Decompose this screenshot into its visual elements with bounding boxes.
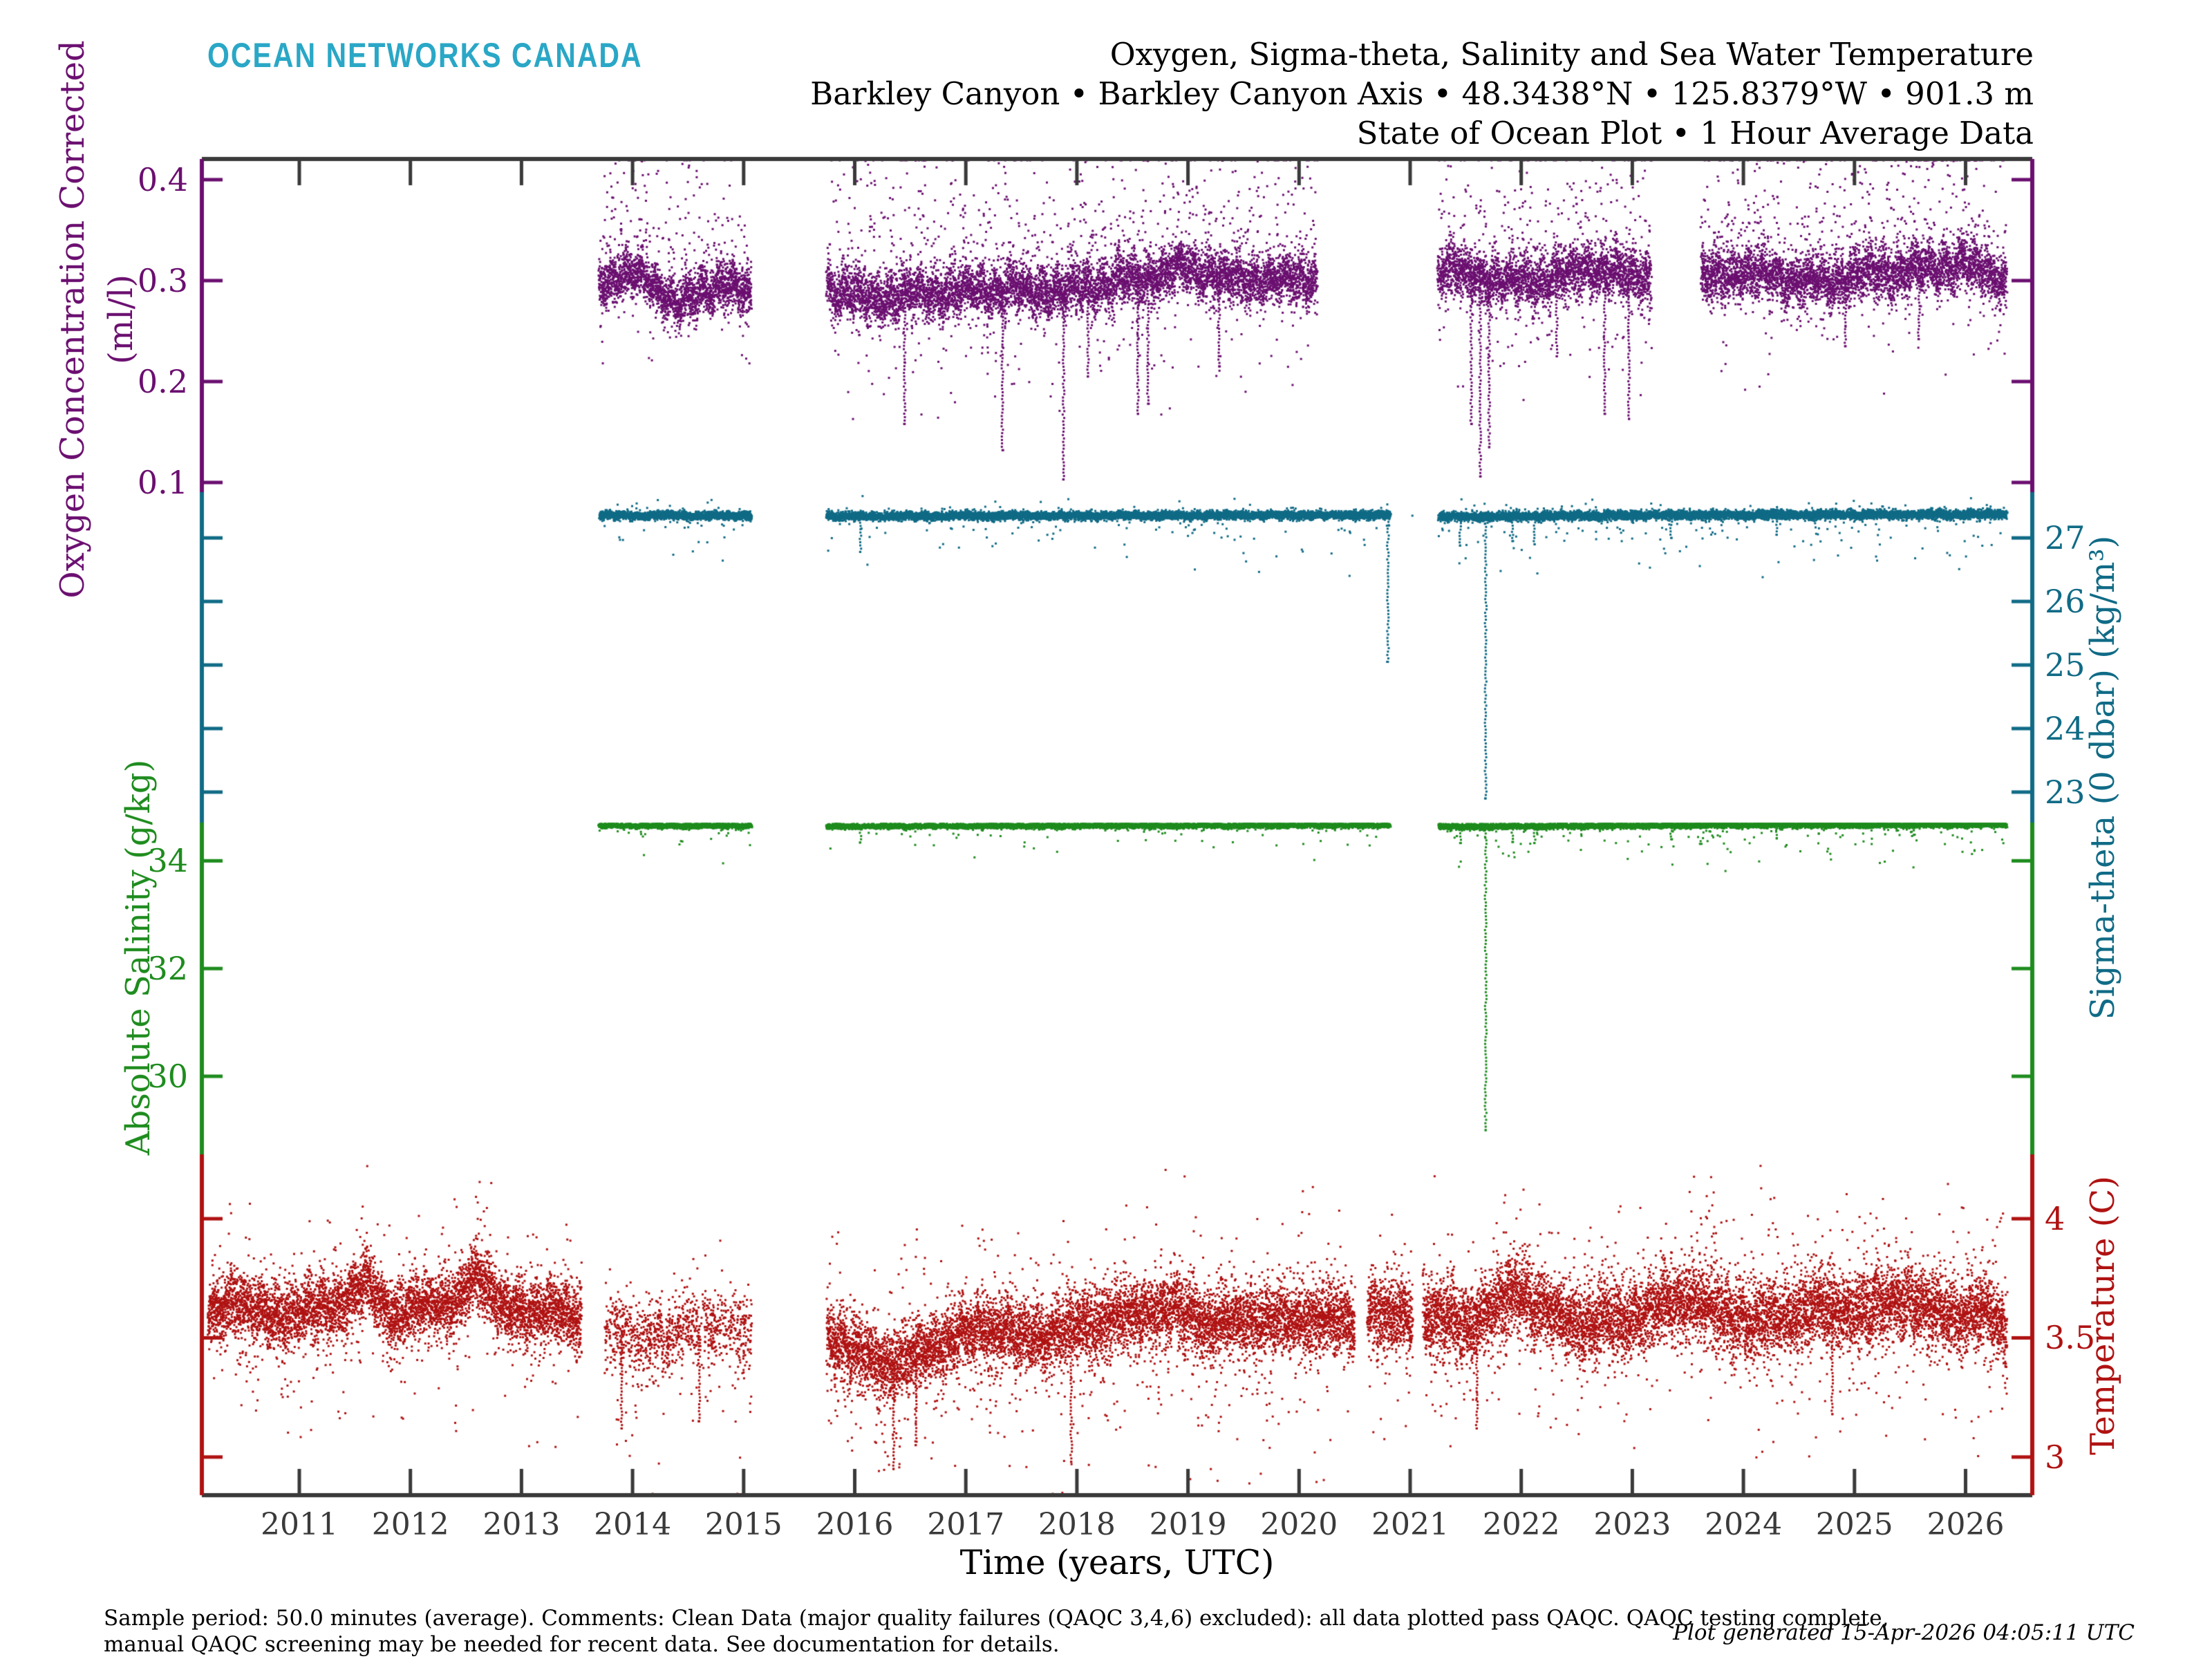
x-tick-label-2022: 2022 bbox=[1482, 1507, 1560, 1542]
y-tick-label-oxygen-0.1: 0.1 bbox=[137, 463, 188, 501]
x-tick-label-2023: 2023 bbox=[1593, 1507, 1671, 1542]
x-tick-label-2014: 2014 bbox=[594, 1507, 672, 1542]
x-tick-label-2015: 2015 bbox=[704, 1507, 782, 1542]
y-tick-label-sigma-25: 25 bbox=[2045, 646, 2086, 684]
axis-title-sigma-theta: Sigma-theta (0 dbar) (kg/m³) bbox=[2083, 535, 2122, 1020]
y-tick-label-oxygen-0.4: 0.4 bbox=[137, 160, 188, 198]
y-tick-label-sigma-26: 26 bbox=[2045, 583, 2086, 621]
footer-comment: Sample period: 50.0 minutes (average). C… bbox=[104, 1605, 1888, 1658]
x-tick-label-2024: 2024 bbox=[1705, 1507, 1783, 1542]
footer-comment-line-2: manual QAQC screening may be needed for … bbox=[104, 1632, 1060, 1657]
y-tick-label-sigma-27: 27 bbox=[2045, 519, 2086, 557]
x-tick-label-2017: 2017 bbox=[927, 1507, 1005, 1542]
x-tick-label-2011: 2011 bbox=[261, 1507, 338, 1542]
axis-title-oxygen-units: (ml/l) bbox=[102, 274, 140, 364]
chart-title-line-1: Oxygen, Sigma-theta, Salinity and Sea Wa… bbox=[1109, 36, 2034, 73]
y-tick-label-salinity-34: 34 bbox=[147, 842, 188, 880]
chart-title-line-3: State of Ocean Plot • 1 Hour Average Dat… bbox=[1356, 115, 2034, 151]
x-tick-label-2020: 2020 bbox=[1260, 1507, 1338, 1542]
y-tick-label-oxygen-0.3: 0.3 bbox=[137, 261, 188, 299]
x-tick-label-2016: 2016 bbox=[816, 1507, 894, 1542]
y-tick-label-oxygen-0.2: 0.2 bbox=[137, 362, 188, 400]
y-tick-label-sigma-24: 24 bbox=[2045, 709, 2086, 747]
footer-comment-line-1: Sample period: 50.0 minutes (average). C… bbox=[104, 1606, 1889, 1631]
y-tick-label-salinity-30: 30 bbox=[147, 1058, 188, 1095]
x-tick-label-2013: 2013 bbox=[482, 1507, 561, 1542]
x-tick-label-2025: 2025 bbox=[1815, 1507, 1893, 1542]
x-tick-label-2019: 2019 bbox=[1149, 1507, 1227, 1542]
onc-logo: OCEAN NETWORKS CANADA bbox=[207, 36, 643, 75]
axis-title-oxygen-label: Oxygen Concentration Corrected bbox=[53, 40, 92, 599]
x-tick-label-2026: 2026 bbox=[1927, 1507, 2005, 1542]
plot-generated-timestamp: Plot generated 15-Apr-2026 04:05:11 UTC bbox=[1673, 1620, 2135, 1645]
x-axis-title: Time (years, UTC) bbox=[959, 1543, 1275, 1582]
y-tick-label-temperature-3.5: 3.5 bbox=[2045, 1319, 2096, 1357]
x-tick-label-2012: 2012 bbox=[371, 1507, 449, 1542]
y-tick-label-temperature-3: 3 bbox=[2045, 1438, 2065, 1476]
x-tick-label-2021: 2021 bbox=[1371, 1507, 1449, 1542]
y-tick-label-salinity-32: 32 bbox=[147, 950, 188, 988]
chart-title-block: Oxygen, Sigma-theta, Salinity and Sea Wa… bbox=[810, 35, 2034, 153]
y-tick-label-temperature-4: 4 bbox=[2045, 1200, 2065, 1238]
chart-title-line-2: Barkley Canyon • Barkley Canyon Axis • 4… bbox=[810, 75, 2034, 112]
y-tick-label-sigma-23: 23 bbox=[2045, 773, 2086, 811]
axis-title-temperature: Temperature (C) bbox=[2083, 1176, 2122, 1455]
axis-title-oxygen: Oxygen Concentration Corrected (ml/l) bbox=[48, 40, 145, 598]
x-tick-label-2018: 2018 bbox=[1038, 1507, 1116, 1542]
